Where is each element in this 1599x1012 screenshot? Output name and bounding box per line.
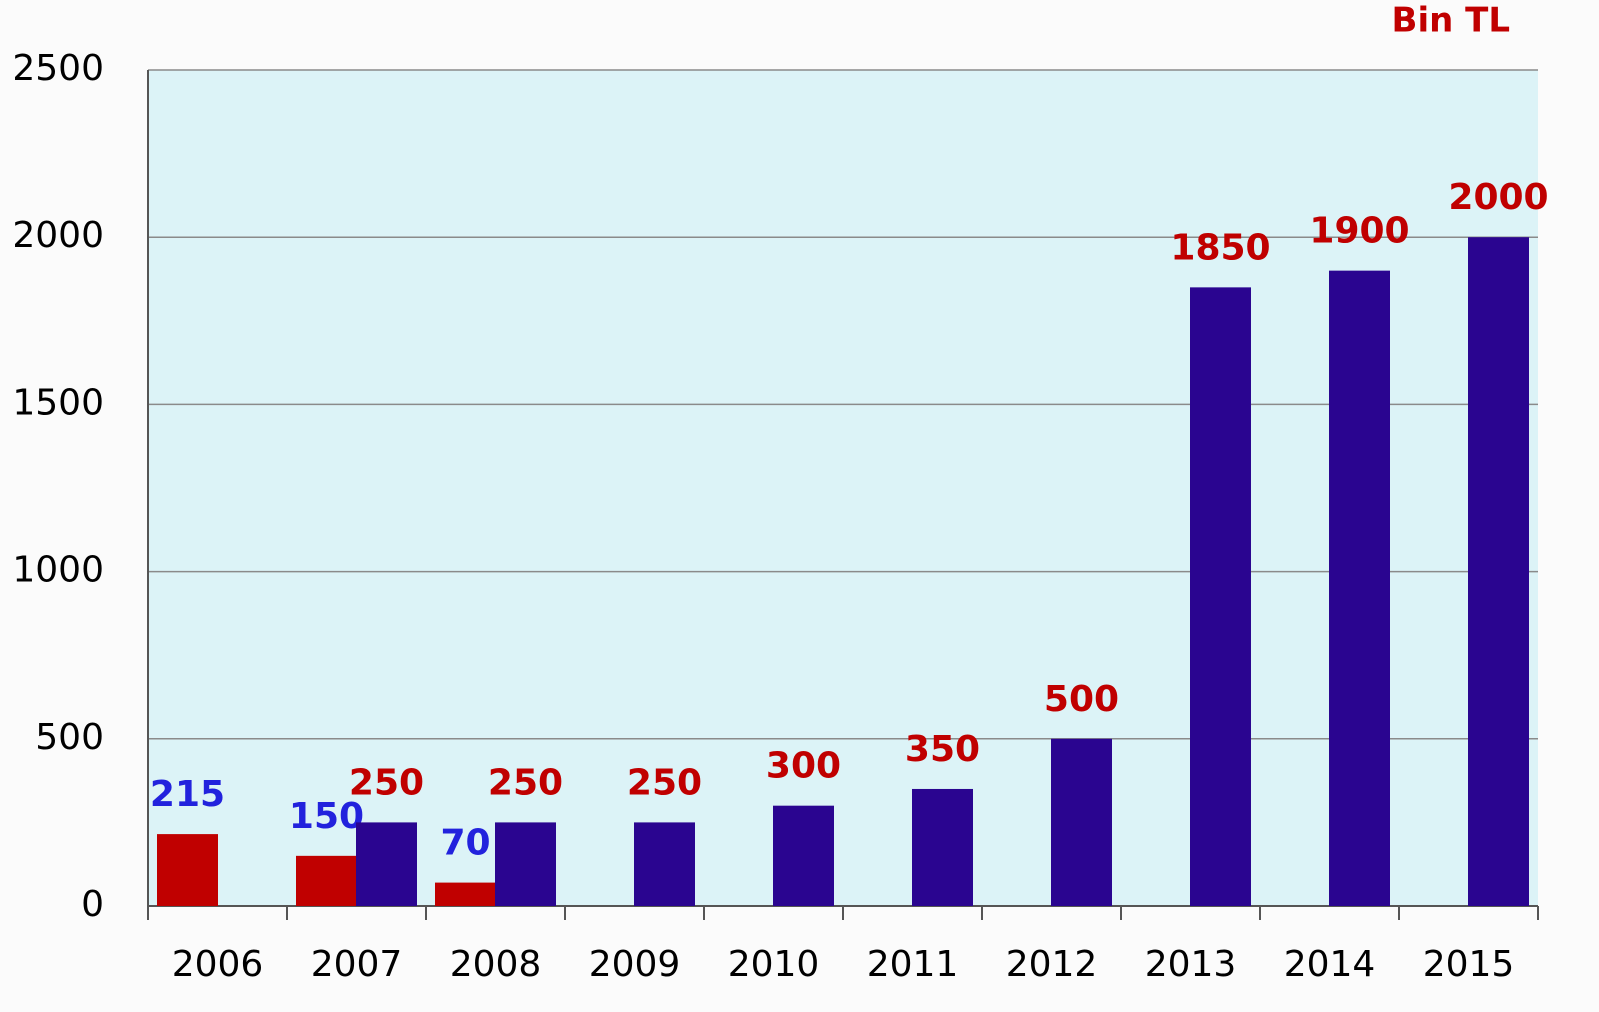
bar bbox=[296, 855, 357, 906]
y-tick-label: 500 bbox=[35, 717, 104, 758]
x-tick-label: 2008 bbox=[450, 944, 542, 985]
bar bbox=[1190, 287, 1251, 906]
bar bbox=[1329, 270, 1390, 906]
data-label: 1900 bbox=[1309, 211, 1409, 252]
bar bbox=[495, 822, 556, 906]
data-label: 2000 bbox=[1448, 177, 1548, 218]
x-tick-label: 2011 bbox=[867, 944, 959, 985]
data-label: 250 bbox=[488, 762, 563, 803]
x-tick-label: 2006 bbox=[172, 944, 264, 985]
x-tick-label: 2009 bbox=[589, 944, 681, 985]
data-label: 500 bbox=[1044, 679, 1119, 720]
data-label: 70 bbox=[440, 823, 490, 864]
data-label: 215 bbox=[150, 774, 225, 815]
y-tick-label: 0 bbox=[81, 884, 104, 925]
bar bbox=[912, 788, 973, 906]
y-tick-label: 2500 bbox=[12, 48, 104, 89]
x-tick-label: 2012 bbox=[1006, 944, 1098, 985]
y-tick-label: 1500 bbox=[12, 382, 104, 423]
data-label: 350 bbox=[905, 729, 980, 770]
data-label: 150 bbox=[289, 796, 364, 837]
data-label: 1850 bbox=[1170, 227, 1270, 268]
bar bbox=[1051, 738, 1112, 906]
x-tick-label: 2013 bbox=[1145, 944, 1237, 985]
unit-annotation: Bin TL bbox=[1392, 1, 1510, 41]
bar bbox=[773, 805, 834, 906]
bar bbox=[435, 882, 496, 906]
data-label: 300 bbox=[766, 746, 841, 787]
bar bbox=[356, 822, 417, 906]
bar bbox=[634, 822, 695, 906]
bar bbox=[1468, 237, 1529, 906]
plot-background bbox=[148, 70, 1538, 906]
x-tick-label: 2014 bbox=[1284, 944, 1376, 985]
x-tick-label: 2010 bbox=[728, 944, 820, 985]
y-tick-label: 1000 bbox=[12, 550, 104, 591]
data-label: 250 bbox=[349, 762, 424, 803]
x-tick-label: 2015 bbox=[1423, 944, 1515, 985]
data-label: 250 bbox=[627, 762, 702, 803]
y-tick-label: 2000 bbox=[12, 215, 104, 256]
x-tick-label: 2007 bbox=[311, 944, 403, 985]
bar bbox=[157, 834, 218, 906]
